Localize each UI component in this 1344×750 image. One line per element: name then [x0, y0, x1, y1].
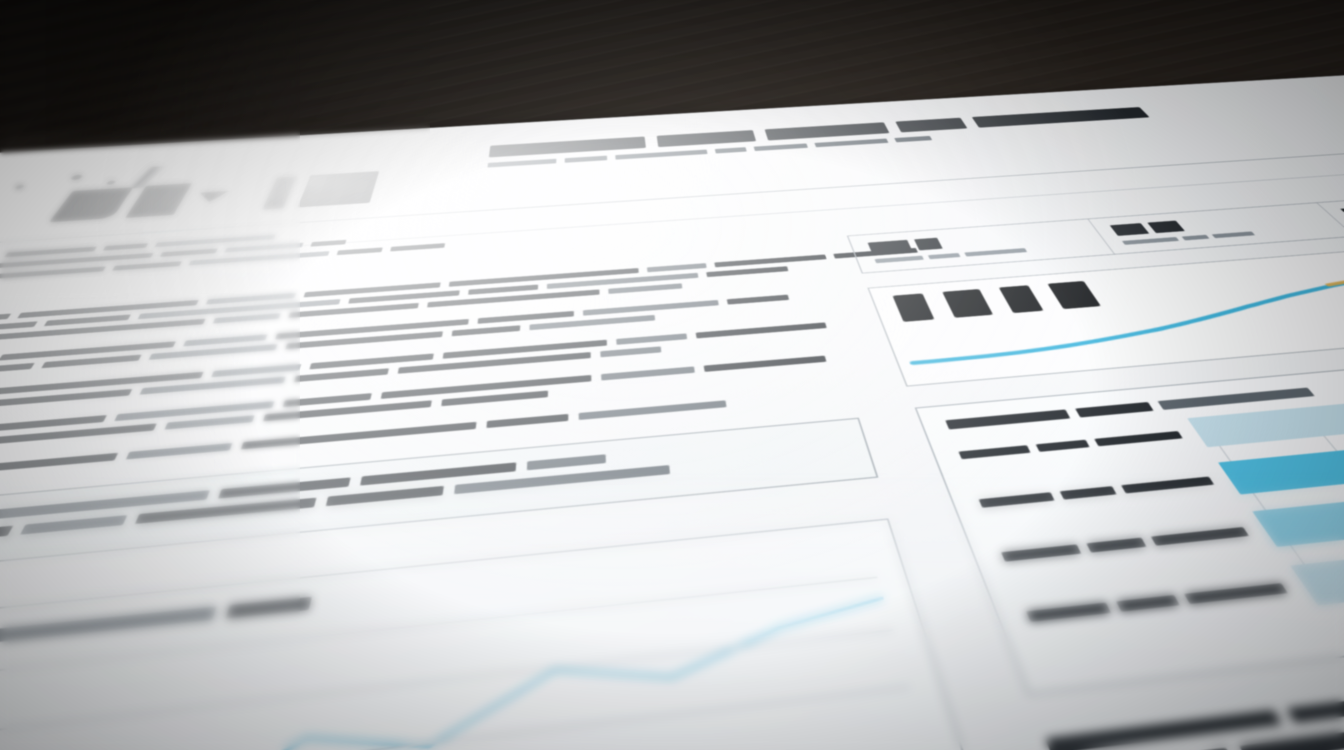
kpi-label-token	[1211, 231, 1256, 239]
text-token	[526, 454, 606, 471]
printed-report-page	[0, 67, 1344, 750]
meta-line	[0, 230, 639, 280]
bar-category-label	[1000, 526, 1249, 561]
kpi-value-token	[1109, 223, 1150, 236]
kpi-value	[1340, 195, 1344, 219]
bar-label-token	[1000, 543, 1081, 561]
text-token	[390, 243, 446, 252]
text-token	[310, 239, 347, 247]
text-token	[19, 515, 128, 535]
text-token	[125, 442, 233, 460]
bar-label-token	[1093, 430, 1183, 446]
bar-category-label	[978, 476, 1214, 508]
combo-chart-svg	[0, 566, 1007, 750]
bar-fill	[1252, 498, 1344, 547]
kpi-value-token	[914, 237, 943, 251]
logo-glyph-caret	[194, 191, 230, 203]
text-token	[224, 242, 304, 253]
text-token	[164, 415, 255, 430]
text-token	[726, 294, 790, 305]
kpi-cell	[1088, 202, 1344, 254]
trend-combo-chart	[0, 518, 1066, 750]
category-bar-chart	[914, 333, 1344, 696]
logo-glyph-4	[297, 171, 379, 208]
bar-label-token	[1086, 537, 1146, 552]
bar-label-token	[1025, 601, 1111, 622]
bar-track	[1187, 364, 1344, 448]
kpi-label-token	[1181, 234, 1210, 241]
text-token	[608, 283, 683, 294]
meta-line	[0, 220, 638, 269]
text-token	[159, 248, 218, 257]
text-token	[211, 364, 302, 378]
text-token	[451, 325, 521, 337]
kpi-label-token	[1121, 237, 1180, 245]
text-token	[1075, 402, 1154, 418]
text-token	[293, 368, 389, 383]
text-token	[225, 596, 312, 619]
text-token	[336, 247, 383, 256]
text-token	[600, 346, 662, 358]
text-token	[41, 354, 142, 369]
text-token	[486, 413, 569, 429]
bar-label-token	[1120, 476, 1214, 493]
kpi-value-token	[1147, 220, 1185, 234]
text-token	[183, 334, 268, 347]
text-token	[646, 263, 707, 273]
kpi-label-token	[964, 248, 1028, 257]
bar-label-token	[1035, 439, 1089, 452]
logo-glyph-3	[262, 176, 298, 210]
text-token	[1157, 387, 1315, 410]
title-token	[764, 122, 890, 141]
bar-label-token	[958, 444, 1031, 459]
text-token	[468, 284, 539, 295]
title-token	[656, 130, 757, 148]
bar-category-label	[1025, 582, 1288, 622]
text-token	[0, 525, 14, 558]
bar-category-label	[958, 430, 1183, 459]
text-token	[4, 246, 97, 258]
text-token	[0, 266, 106, 280]
text-token	[102, 243, 149, 251]
kpi-cell	[848, 219, 1115, 273]
text-token	[282, 393, 372, 408]
combo-chart-plot	[0, 566, 1007, 750]
kpi-label-token	[874, 255, 924, 264]
text-token	[1286, 693, 1344, 723]
title-token	[895, 117, 968, 133]
kpi-trend-amber-accent	[1320, 266, 1344, 285]
text-token	[212, 313, 281, 324]
bar-label-token	[978, 491, 1055, 508]
bar-label-token	[1183, 582, 1288, 604]
text-token	[0, 452, 119, 480]
bar-label-token	[1149, 526, 1249, 546]
text-token	[945, 409, 1071, 430]
kpi-value-token	[1340, 205, 1344, 219]
text-token	[0, 362, 35, 385]
text-token	[616, 333, 688, 345]
text-token	[325, 485, 444, 507]
text-token	[441, 390, 549, 407]
bar-label-token	[1059, 485, 1116, 500]
text-token	[112, 261, 182, 271]
bar-label-token	[1115, 594, 1179, 612]
text-token	[578, 400, 727, 421]
logo-glyph-2	[125, 183, 193, 218]
kpi-value-token	[867, 239, 913, 254]
kpi-label-token	[927, 252, 961, 260]
